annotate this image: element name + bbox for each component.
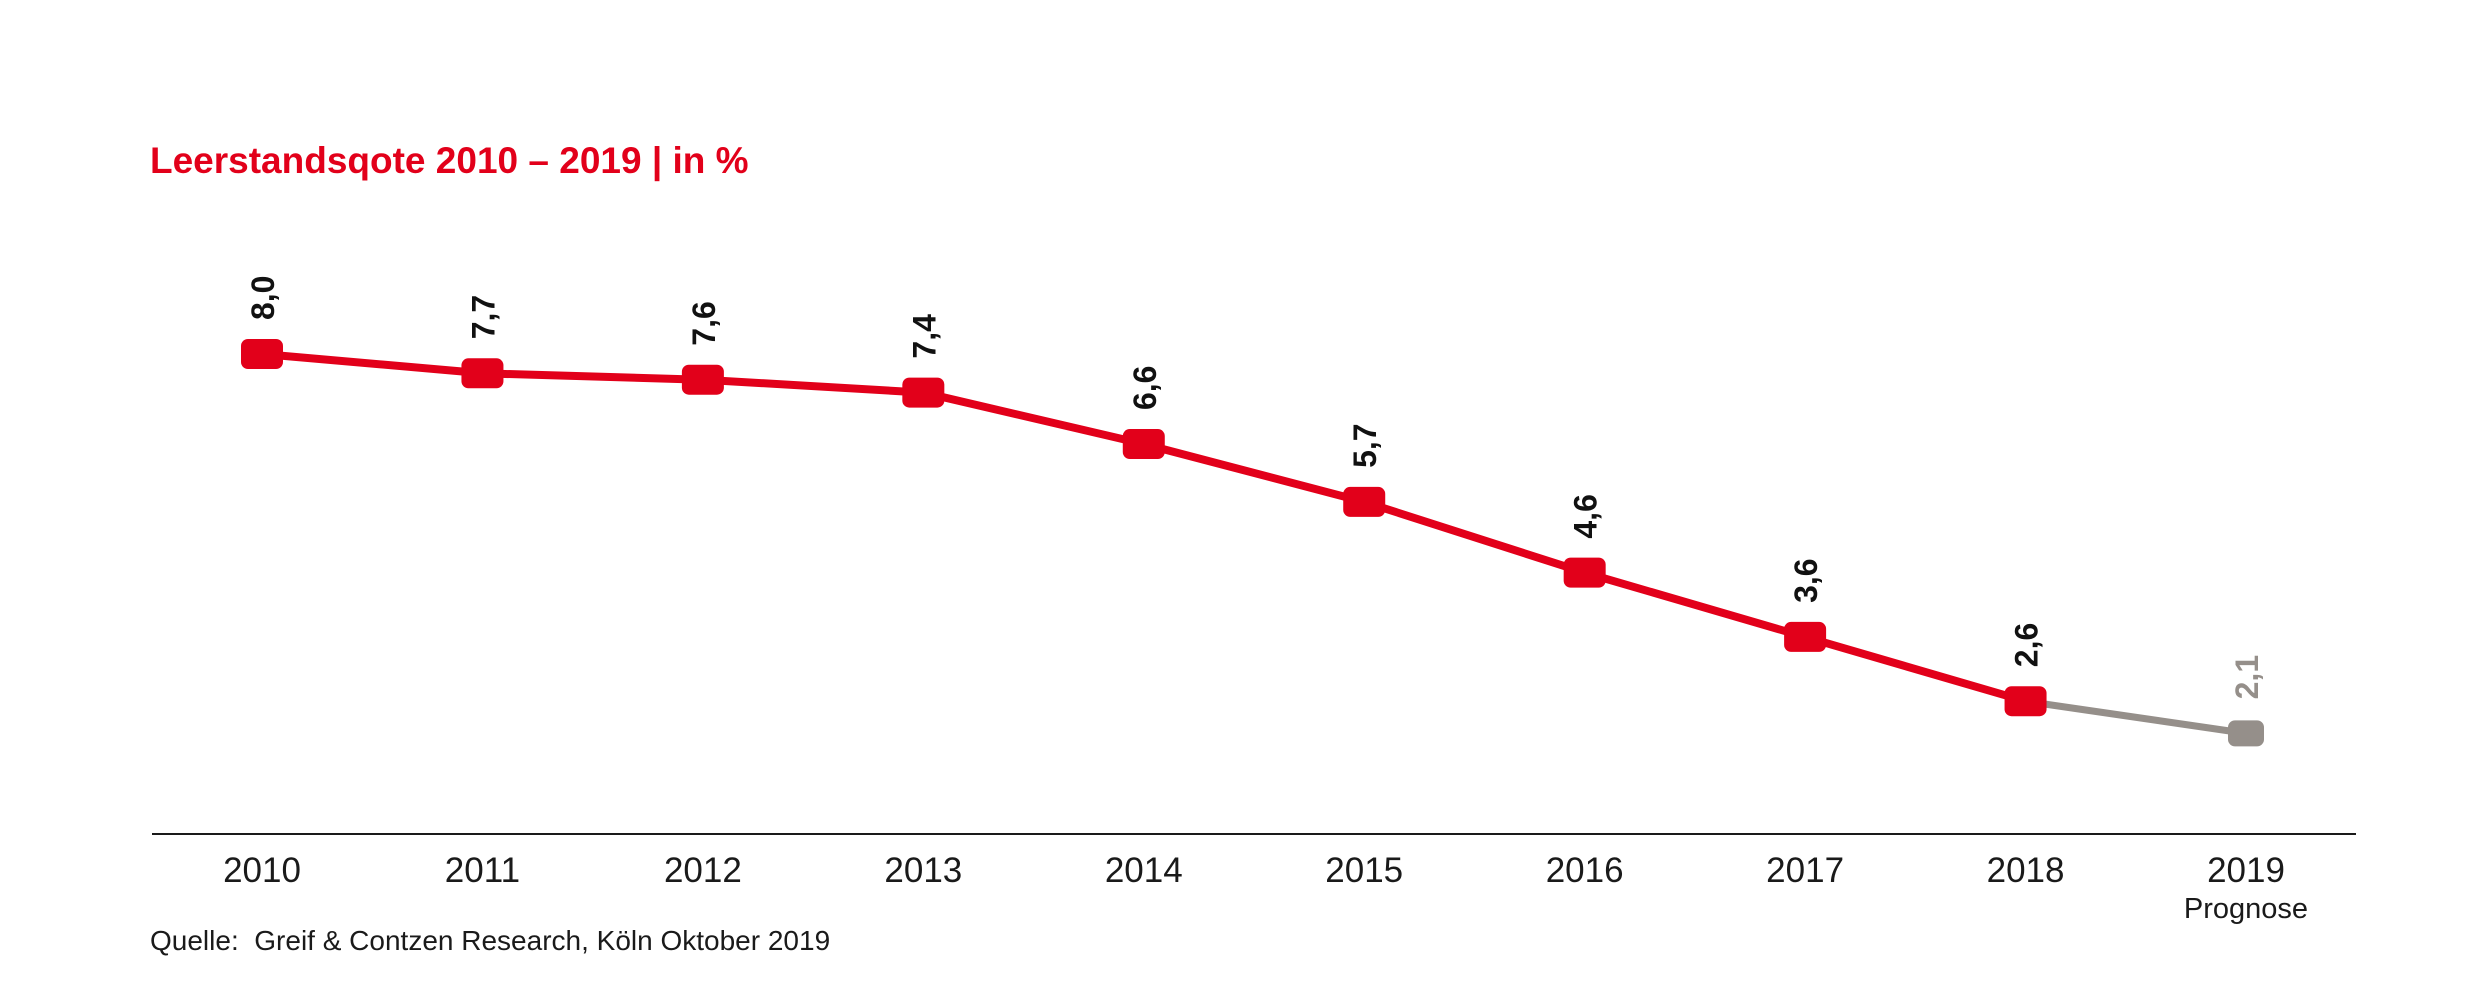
x-tick-label-2017: 2017 — [1766, 851, 1844, 890]
data-point-2014 — [1122, 429, 1165, 460]
series-points — [241, 339, 2264, 747]
x-tick-labels: 2010 2011 2012 2013 2014 2015 2016 2017 2018 2019… — [223, 851, 2308, 925]
data-label-2016: 4,6 — [1568, 494, 1604, 538]
data-label-2014: 6,6 — [1127, 366, 1163, 410]
x-tick-label-2015: 2015 — [1325, 851, 1403, 890]
x-tick-label-2016: 2016 — [1546, 851, 1624, 890]
data-point-2017 — [1784, 621, 1827, 652]
data-point-2019 — [2228, 720, 2264, 747]
x-tick-sublabel-2019: Prognose — [2184, 893, 2308, 925]
data-label-2010: 8,0 — [245, 276, 281, 320]
series-line-forecast — [2025, 697, 2247, 737]
data-label-2017: 3,6 — [1788, 558, 1824, 602]
x-tick-label-2018: 2018 — [1987, 851, 2065, 890]
data-label-2011: 7,7 — [465, 295, 501, 339]
data-label-2013: 7,4 — [906, 314, 942, 359]
data-label-2019: 2,1 — [2229, 655, 2265, 699]
data-labels: 8,0 7,7 7,6 7,4 6,6 5,7 4,6 3,6 2,6 2,1 — [245, 276, 2265, 700]
x-tick-label-2011: 2011 — [445, 851, 520, 890]
chart-title: Leerstandsqote 2010 – 2019 | in % — [150, 140, 749, 181]
series-lines — [261, 350, 2247, 737]
data-point-2012 — [681, 364, 724, 395]
data-label-2012: 7,6 — [686, 301, 722, 345]
data-label-2018: 2,6 — [2009, 623, 2045, 667]
source-note: Quelle: Greif & Contzen Research, Köln O… — [150, 925, 831, 956]
data-point-2013 — [902, 377, 945, 408]
x-tick-label-2012: 2012 — [664, 851, 742, 890]
x-tick-label-2010: 2010 — [223, 851, 301, 890]
x-tick-label-2013: 2013 — [884, 851, 962, 890]
data-label-2015: 5,7 — [1347, 423, 1383, 467]
data-point-2015 — [1343, 486, 1386, 517]
x-tick-label-2019: 2019 — [2207, 851, 2285, 890]
data-point-2018 — [2004, 686, 2047, 717]
data-point-2011 — [461, 358, 504, 389]
x-tick-label-2014: 2014 — [1105, 851, 1183, 890]
data-point-2016 — [1563, 557, 1606, 588]
data-point-2010 — [241, 339, 283, 369]
